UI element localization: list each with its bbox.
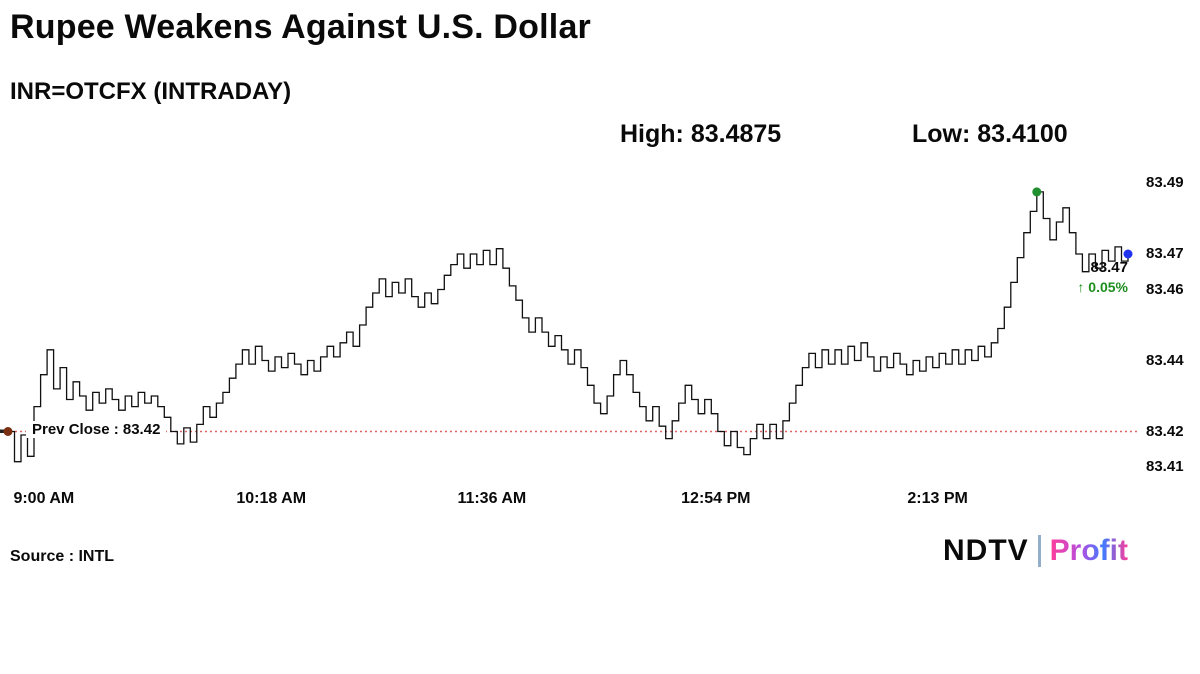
prev-close-label: Prev Close : 83.42 (26, 420, 167, 438)
last-change-label: ↑ 0.05% (1077, 279, 1128, 295)
session-open-dot (3, 427, 13, 436)
y-axis: 83.49 83.47 83.46 83.44 83.42 83.41 (1146, 0, 1200, 674)
y-axis-tick-label: 83.42 (1146, 422, 1184, 440)
y-axis-tick-label: 83.44 (1146, 351, 1184, 369)
page-title: Rupee Weakens Against U.S. Dollar (10, 8, 591, 46)
x-axis-tick-label: 11:36 AM (457, 490, 527, 507)
session-high-dot (1032, 187, 1042, 197)
x-axis-tick-label: 2:13 PM (907, 490, 968, 507)
instrument-subtitle: INR=OTCFX (INTRADAY) (10, 78, 292, 105)
y-axis-tick-label: 83.49 (1146, 174, 1184, 191)
x-axis-tick-label: 12:54 PM (681, 490, 751, 507)
ndtv-profit-logo: NDTV Profit (943, 534, 1128, 568)
high-value: High: 83.4875 (620, 120, 782, 148)
logo-divider (1037, 535, 1041, 567)
price-series-path (8, 191, 1129, 463)
x-axis-tick-label: 10:18 AM (236, 490, 307, 507)
ndtv-logo-text: NDTV (943, 534, 1029, 567)
last-price-dot (1123, 249, 1133, 259)
y-axis-tick-label: 83.41 (1146, 458, 1184, 475)
y-axis-tick-label: 83.46 (1146, 280, 1184, 298)
profit-logo-text: Profit (1049, 534, 1128, 567)
y-axis-tick-label: 83.47 (1146, 245, 1184, 262)
x-axis-tick-label: 9:00 AM (13, 490, 75, 507)
last-price-label: 83.47 (1090, 259, 1128, 276)
x-axis: 9:00 AM 10:18 AM 11:36 AM 12:54 PM 2:13 PM (0, 490, 1140, 514)
low-value: Low: 83.4100 (912, 120, 1068, 148)
source-label: Source : INTL (10, 548, 115, 565)
price-line-chart (0, 187, 1140, 463)
